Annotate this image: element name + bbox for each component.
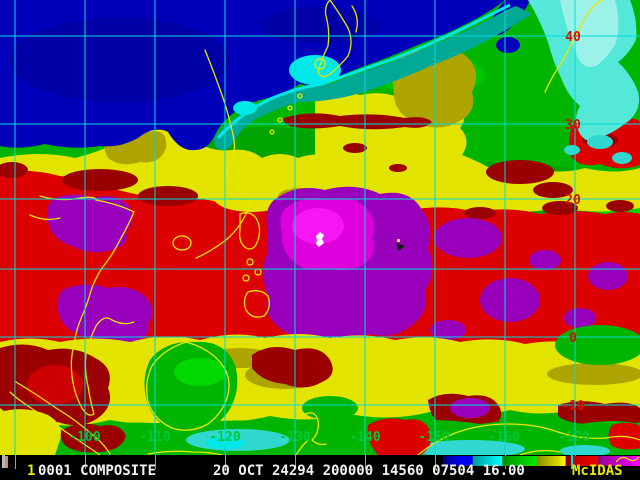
typhoon-region xyxy=(263,186,433,341)
cursor-color-swatch-tan xyxy=(5,456,8,468)
lon-label: -120 xyxy=(209,430,240,445)
datetime-readout: 20 OCT 24294 200000 14560 07504 16.00 xyxy=(213,463,525,479)
lon-label: -130 xyxy=(279,430,310,445)
lat-label: 20 xyxy=(565,193,581,208)
hokkaido-coastline xyxy=(544,0,603,93)
typhoon-eye xyxy=(316,232,324,247)
lon-label: -110 xyxy=(139,430,170,445)
indochina-coastline xyxy=(70,199,135,416)
lon-label: -160 xyxy=(488,430,519,445)
lon-label: -170 xyxy=(558,430,589,445)
grid-line-tail xyxy=(15,455,16,469)
lat-label: 0 xyxy=(569,331,577,346)
dataset-label: 0001 COMPOSITE xyxy=(38,463,157,479)
philippines-mindanao xyxy=(243,290,270,318)
hainan-island xyxy=(172,235,192,251)
lat-label: 40 xyxy=(565,30,581,45)
grid-labels: 40 30 20 0 -10 -100 -110 -120 -130 -140 -150 -160 -1… xyxy=(69,30,589,445)
lat-label: 30 xyxy=(565,118,581,133)
kyushu-island xyxy=(314,58,326,70)
grid-line-tail xyxy=(365,455,366,469)
teal-fringe xyxy=(214,6,532,151)
purple-patch xyxy=(47,194,133,253)
sumatra-island xyxy=(9,381,111,455)
grid-line-tail xyxy=(435,455,436,469)
java-island xyxy=(147,450,223,455)
china-coastline xyxy=(204,49,251,211)
cursor-color-swatch-gray xyxy=(2,455,5,468)
grid-line-tail xyxy=(225,455,226,469)
taiwan-island xyxy=(224,161,239,180)
satellite-composite-map[interactable]: 40 30 20 0 -10 -100 -110 -120 -130 -140 -150 -160 -1… xyxy=(0,0,640,455)
coastline-layer xyxy=(9,0,640,455)
philippines-luzon xyxy=(238,212,261,250)
coastline-overhang xyxy=(615,456,640,463)
dark-red-streak xyxy=(283,113,432,130)
grid-line-tail xyxy=(295,455,296,469)
enhancement-imagery xyxy=(0,0,640,455)
grid-line-tail xyxy=(155,455,156,469)
lon-label: -150 xyxy=(418,430,449,445)
borneo-island xyxy=(146,341,230,431)
enhancement-colorbar xyxy=(443,456,640,466)
japan-coastline xyxy=(317,0,358,78)
cursor-mark xyxy=(396,243,405,251)
lon-label: -140 xyxy=(349,430,380,445)
new-guinea-coastline xyxy=(417,423,640,455)
lon-label: -100 xyxy=(69,430,100,445)
status-bar: 1 0001 COMPOSITE 20 OCT 24294 200000 145… xyxy=(0,455,640,480)
grid-tail-over-colorbar xyxy=(571,455,573,469)
lat-label: -10 xyxy=(561,399,585,414)
latlon-grid xyxy=(0,0,640,455)
grid-line-tail xyxy=(85,455,86,469)
cyan-fringe xyxy=(216,3,511,140)
frame-number[interactable]: 1 xyxy=(27,463,36,479)
mcidas-brand: McIDAS xyxy=(572,463,623,479)
sulawesi-island xyxy=(295,412,327,455)
